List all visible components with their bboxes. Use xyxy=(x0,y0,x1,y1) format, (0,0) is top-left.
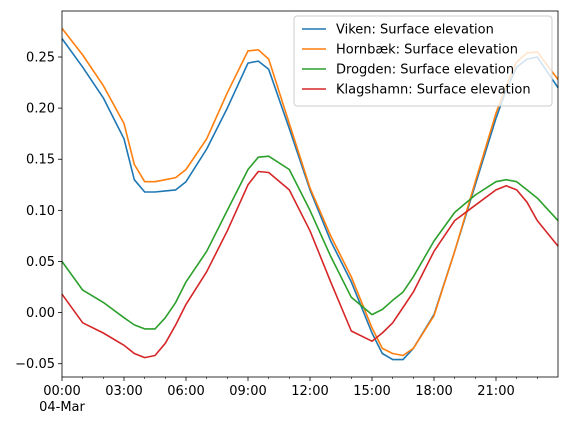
legend-label-2: Drogden: Surface elevation xyxy=(336,63,514,78)
series-line-1 xyxy=(61,27,559,357)
legend-label-0: Viken: Surface elevation xyxy=(336,23,494,38)
x-tick-label: 09:00 xyxy=(229,384,266,399)
y-axis: −0.05 0.00 0.05 0.10 0.15 0.20 0.25 xyxy=(15,51,62,372)
y-tick-label: 0.25 xyxy=(26,51,55,66)
x-tick-label: 21:00 xyxy=(477,384,514,399)
y-tick-label: 0.15 xyxy=(26,153,55,168)
x-tick-label: 18:00 xyxy=(415,384,452,399)
x-axis: 04-Mar 00:00 03:00 06:00 09:00 12:00 15:00 18:… xyxy=(39,377,538,415)
y-tick-label: 0.05 xyxy=(26,255,55,270)
plot-area xyxy=(61,27,559,361)
y-tick-label: 0.00 xyxy=(26,306,55,321)
x-tick-label: 15:00 xyxy=(353,384,390,399)
legend-label-3: Klagshamn: Surface elevation xyxy=(336,83,531,98)
x-tick-label: 03:00 xyxy=(105,384,142,399)
y-tick-label: −0.05 xyxy=(15,357,55,372)
series-line-3 xyxy=(61,170,559,359)
legend-label-1: Hornbæk: Surface elevation xyxy=(336,43,518,58)
x-date-label: 04-Mar xyxy=(39,400,85,415)
legend: Viken: Surface elevation Hornbæk: Surface… xyxy=(293,15,553,107)
y-tick-label: 0.10 xyxy=(26,204,55,219)
series-line-2 xyxy=(61,155,559,330)
x-tick-label: 06:00 xyxy=(167,384,204,399)
legend-box xyxy=(293,15,553,107)
y-tick-label: 0.20 xyxy=(26,102,55,117)
x-tick-label: 12:00 xyxy=(291,384,328,399)
x-tick-label: 00:00 xyxy=(43,384,80,399)
